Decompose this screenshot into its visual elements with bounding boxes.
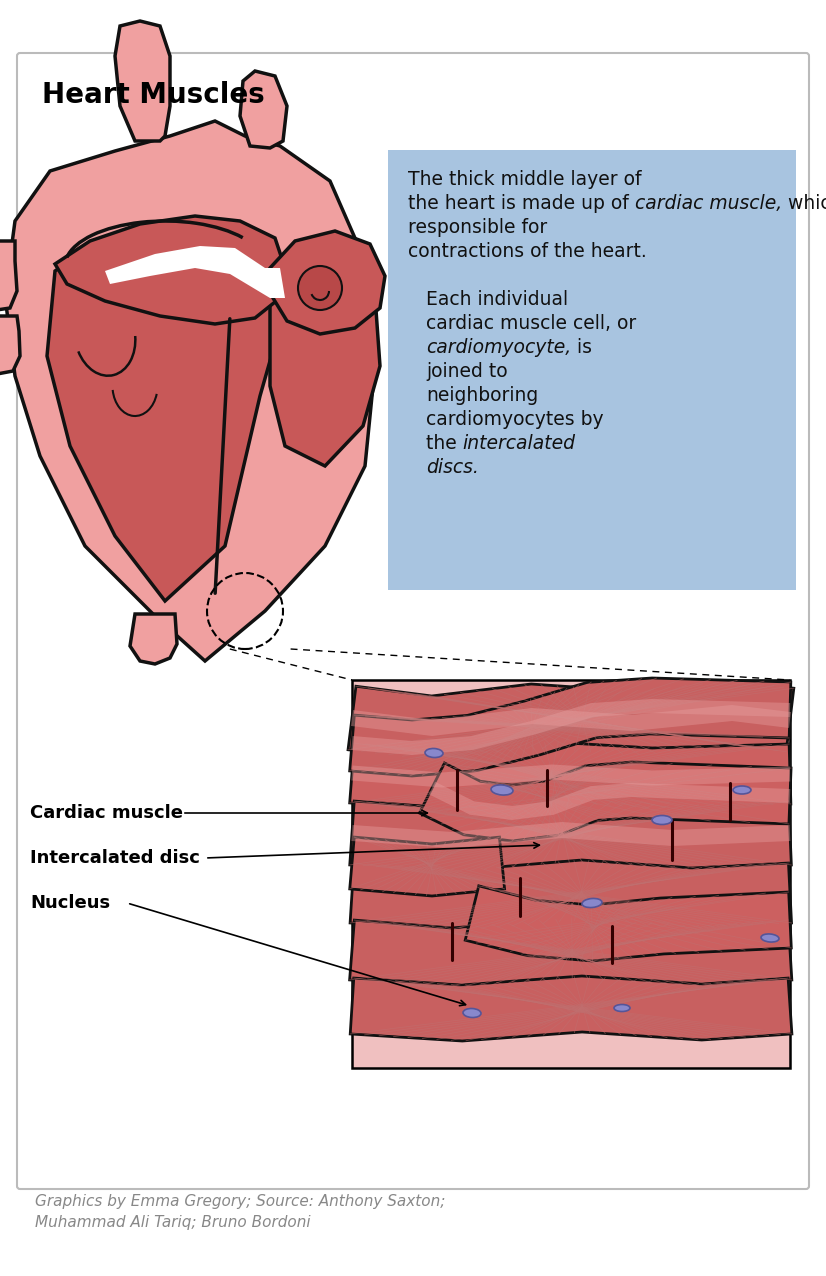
Ellipse shape (652, 815, 672, 824)
Polygon shape (130, 614, 177, 664)
Polygon shape (351, 699, 790, 755)
Text: contractions of the heart.: contractions of the heart. (408, 242, 647, 262)
Text: cardiomyocyte,: cardiomyocyte, (426, 338, 572, 357)
FancyBboxPatch shape (17, 54, 809, 1189)
Polygon shape (55, 216, 285, 324)
Polygon shape (349, 917, 792, 988)
Text: joined to: joined to (426, 362, 508, 382)
Text: Cardiac muscle: Cardiac muscle (30, 804, 183, 822)
Circle shape (298, 265, 342, 310)
Polygon shape (349, 837, 505, 896)
Text: responsible for: responsible for (408, 218, 548, 237)
Polygon shape (0, 316, 20, 374)
Polygon shape (351, 706, 791, 736)
Text: discs.: discs. (426, 458, 479, 477)
Text: which is: which is (782, 194, 826, 213)
Text: intercalated: intercalated (463, 434, 576, 453)
Text: the: the (426, 434, 463, 453)
Bar (388, 151, 796, 590)
Polygon shape (240, 71, 287, 148)
Ellipse shape (733, 786, 751, 794)
Polygon shape (5, 121, 375, 661)
Polygon shape (47, 231, 280, 601)
Polygon shape (105, 246, 285, 299)
Text: neighboring: neighboring (426, 387, 539, 404)
Bar (352, 680, 790, 1068)
Ellipse shape (425, 749, 443, 758)
Text: The thick middle layer of: The thick middle layer of (408, 170, 642, 189)
Text: the heart is made up of: the heart is made up of (408, 194, 634, 213)
Polygon shape (420, 762, 791, 841)
Polygon shape (348, 681, 794, 760)
Polygon shape (349, 678, 790, 776)
Ellipse shape (582, 898, 602, 907)
Text: cardiac muscle,: cardiac muscle, (634, 194, 782, 213)
Text: Graphics by Emma Gregory; Source: Anthony Saxton;
Muhammad Ali Tariq; Bruno Bord: Graphics by Emma Gregory; Source: Anthon… (35, 1194, 445, 1230)
Polygon shape (270, 241, 380, 466)
Polygon shape (350, 976, 792, 1041)
Polygon shape (270, 231, 385, 334)
Polygon shape (0, 241, 17, 311)
Polygon shape (351, 822, 790, 849)
Text: Intercalated disc: Intercalated disc (30, 849, 200, 866)
Polygon shape (429, 782, 790, 820)
Text: cardiac muscle cell, or: cardiac muscle cell, or (426, 314, 636, 333)
Text: Each individual: Each individual (426, 290, 568, 309)
Polygon shape (351, 764, 790, 787)
Polygon shape (350, 860, 791, 930)
Text: cardiomyocytes by: cardiomyocytes by (426, 410, 604, 429)
Text: Heart Muscles: Heart Muscles (42, 80, 265, 108)
Text: Nucleus: Nucleus (30, 894, 110, 912)
Polygon shape (349, 743, 790, 810)
Ellipse shape (491, 785, 513, 795)
Polygon shape (115, 20, 170, 142)
Text: is: is (572, 338, 592, 357)
Ellipse shape (463, 1008, 481, 1017)
Polygon shape (349, 798, 791, 872)
FancyArrowPatch shape (215, 319, 230, 593)
Ellipse shape (614, 1004, 630, 1012)
Ellipse shape (761, 934, 779, 942)
Polygon shape (465, 886, 791, 961)
